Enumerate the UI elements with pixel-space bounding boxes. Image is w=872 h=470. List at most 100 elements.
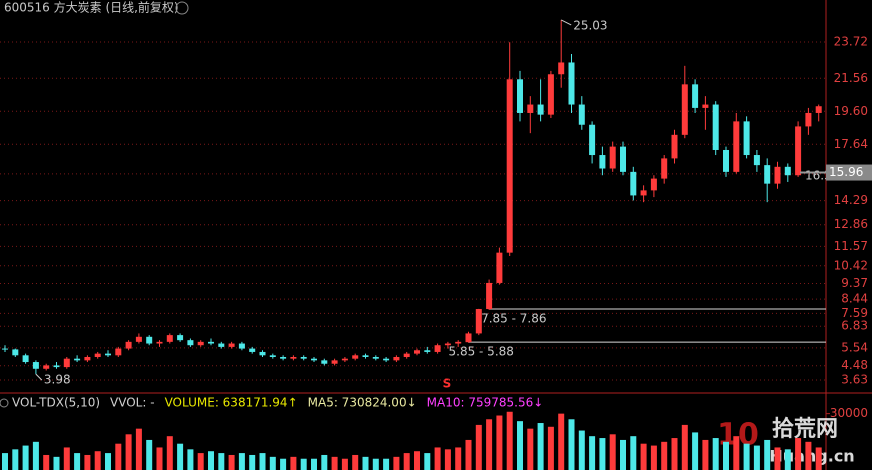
candle-body [620, 146, 626, 172]
candle-body [352, 355, 359, 359]
volume-bar [74, 453, 81, 470]
volume-bar [517, 421, 523, 470]
volume-bar [187, 449, 194, 470]
volume-bar [341, 458, 348, 470]
candle-body [661, 158, 668, 179]
candle-body [774, 166, 781, 184]
y-tick-label: 7.59 [841, 306, 868, 320]
volume-bar [300, 458, 307, 470]
candle-body [475, 309, 482, 334]
candle-body [63, 358, 70, 368]
volume-bar [372, 458, 379, 470]
y-tick-label: 30000 [830, 406, 868, 420]
candle-body [331, 360, 338, 364]
candle-body [671, 134, 678, 159]
price-box [826, 164, 872, 181]
volume-bar [743, 443, 750, 470]
price-label: 15.96 [829, 165, 863, 179]
annotation-pointer [35, 373, 43, 381]
volume-bar [692, 432, 699, 470]
volume-bar [331, 456, 338, 470]
candle-body [166, 335, 173, 342]
candle-body [22, 355, 29, 363]
volume-bar [753, 445, 760, 470]
candle-body [578, 104, 585, 125]
candle-body [599, 155, 606, 169]
candle-body [640, 190, 647, 196]
volume-bar [105, 453, 111, 470]
candle-body [218, 343, 225, 347]
candle-body [269, 355, 276, 357]
y-tick-label: 8.44 [841, 292, 868, 306]
volume-bar [84, 454, 91, 470]
volume-bar [424, 453, 431, 470]
volume-bar [764, 439, 771, 470]
volume-bar [290, 456, 297, 470]
volume-bar [32, 441, 39, 470]
candle-body [383, 358, 390, 361]
volume-bar [218, 453, 225, 470]
candle-body [650, 178, 657, 191]
volume-bar [506, 411, 513, 470]
volume-bar [455, 447, 462, 470]
volume-bar [125, 434, 132, 470]
candle-body [2, 348, 8, 350]
volume-bar [414, 451, 420, 470]
candle-body [815, 106, 822, 113]
volume-bar [650, 445, 657, 470]
volume-bar [238, 453, 245, 470]
candle-body [208, 341, 214, 344]
annotation: 25.03 [573, 18, 607, 32]
volume-bar [486, 419, 493, 470]
volume-bar [156, 447, 163, 470]
volume-bar [475, 424, 482, 470]
volume-bar [702, 439, 709, 470]
volume-bar [146, 439, 153, 470]
volume-bar [733, 436, 740, 470]
volume-bar [63, 447, 70, 470]
volume-bar [12, 449, 19, 470]
candle-body [280, 356, 287, 359]
candle-body [568, 62, 575, 105]
volume-bar [135, 428, 142, 470]
candle-body [764, 165, 771, 184]
candle-body [300, 356, 307, 359]
volume-bar [197, 453, 204, 470]
legend-entry: VOL-TDX(5,10) [12, 396, 100, 410]
gap-label: 5.85 - 5.88 [449, 345, 514, 359]
candle-body [403, 353, 410, 357]
icon [0, 398, 9, 408]
y-tick-label: 12.86 [834, 217, 868, 231]
volume-bar [681, 424, 688, 470]
candle-body [74, 358, 81, 361]
volume-bar [589, 436, 596, 470]
volume-bar [22, 445, 29, 470]
y-tick-label: 4.48 [841, 358, 868, 372]
volume-bar [630, 436, 637, 470]
volume-bar [269, 456, 276, 470]
volume-bar [568, 419, 575, 470]
volume-bar [558, 413, 565, 470]
candle-body [537, 104, 544, 115]
candle-body [94, 353, 101, 357]
candle-body [444, 343, 451, 346]
volume-bar [53, 456, 60, 470]
candle-body [558, 62, 565, 75]
volume-bar [249, 454, 256, 470]
candle-body [311, 358, 317, 361]
candle-body [135, 336, 142, 342]
volume-bar [228, 454, 235, 470]
candle-body [238, 343, 245, 349]
volume-bar [166, 436, 173, 470]
candle-body [424, 350, 431, 352]
volume-bar [640, 443, 647, 470]
candle-body [784, 166, 791, 176]
candle-body [341, 358, 348, 361]
volume-bar [805, 441, 812, 470]
volume-bar [362, 456, 369, 470]
candle-body [486, 282, 493, 310]
candle-body [115, 348, 122, 356]
candle-body [681, 84, 688, 135]
volume-bar [352, 454, 359, 470]
